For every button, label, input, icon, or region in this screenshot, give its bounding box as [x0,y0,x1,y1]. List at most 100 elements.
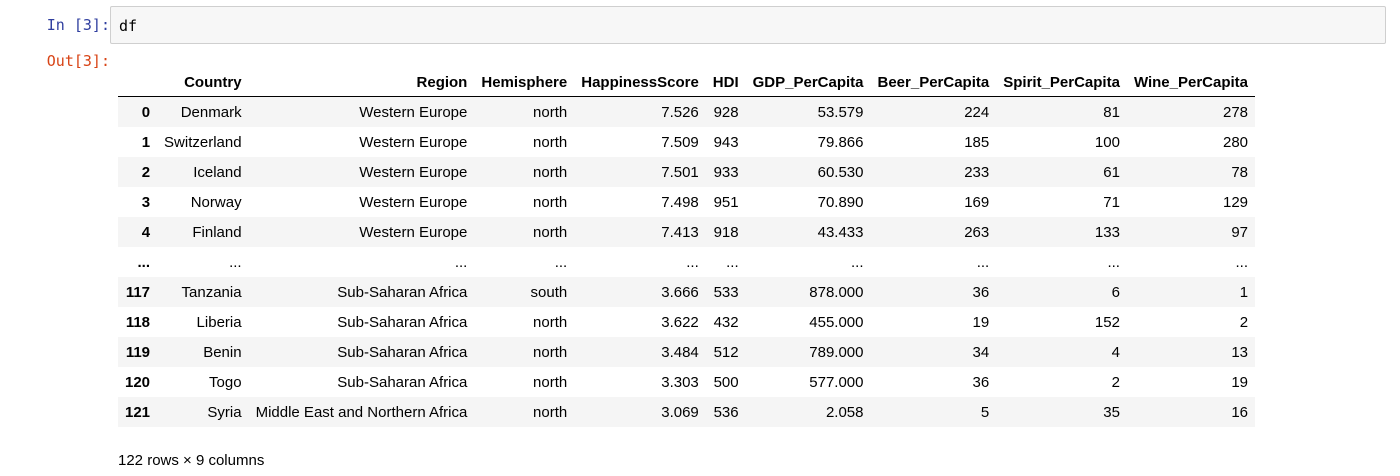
cell-beer-per-capita: 19 [972,313,990,331]
row-index: 121 [125,403,151,421]
cell-beer-per-capita: 5 [980,403,990,421]
row-index: 119 [125,343,151,361]
cell-hemisphere: north [533,373,568,391]
cell-country: Norway [190,193,242,211]
cell-wine-per-capita: 1 [1239,283,1249,301]
cell-spirit-per-capita: 61 [1103,163,1120,181]
cell-wine-per-capita: 13 [1231,343,1249,361]
cell-happiness-score: 3.303 [661,373,699,391]
cell-wine-per-capita: 280 [1223,133,1249,151]
cell-country: Tanzania [181,283,242,301]
column-header-index [118,68,158,97]
cell-wine-per-capita: ... [1235,253,1249,271]
table-row: 118 Liberia Sub-Saharan Africa north 3.622 43… [118,307,1256,337]
cell-spirit-per-capita: 71 [1103,193,1120,211]
cell-spirit-per-capita: 4 [1111,343,1120,361]
cell-spirit-per-capita: 2 [1111,373,1120,391]
cell-happiness-score: 3.069 [661,403,699,421]
cell-beer-per-capita: 224 [964,103,990,121]
cell-happiness-score: 3.484 [661,343,699,361]
table-row: 1 Switzerland Western Europe north 7.509 943 7… [118,127,1256,157]
cell-gdp-per-capita: 43.433 [817,223,864,241]
cell-gdp-per-capita: 455.000 [809,313,864,331]
cell-country: Togo [209,373,242,391]
cell-happiness-score: 3.622 [661,313,699,331]
cell-country: Finland [192,223,242,241]
cell-region: Western Europe [359,133,468,151]
cell-beer-per-capita: 36 [972,283,990,301]
cell-happiness-score: 7.509 [661,133,699,151]
cell-hdi: 536 [713,403,739,421]
cell-region: Western Europe [359,193,468,211]
cell-gdp-per-capita: 60.530 [817,163,864,181]
column-header-region: Region [248,68,475,97]
cell-hdi: 951 [713,193,739,211]
table-row: .............................. [118,247,1256,277]
column-header-beer-per-capita: Beer_PerCapita [870,68,997,97]
cell-region: Middle East and Northern Africa [255,403,468,421]
dataframe-table: Country Region Hemisphere HappinessScore… [118,68,1256,427]
row-index: 0 [141,103,151,121]
cell-hemisphere: south [530,283,568,301]
row-index: 4 [141,223,151,241]
code-cell-input[interactable]: df [110,6,1386,44]
output-prompt: Out[3]: [46,52,110,70]
row-index: 2 [141,163,151,181]
cell-gdp-per-capita: ... [850,253,864,271]
cell-hemisphere: ... [554,253,568,271]
cell-beer-per-capita: 263 [964,223,990,241]
dataframe-shape-text: 122 rows × 9 columns [118,452,265,469]
cell-gdp-per-capita: 70.890 [817,193,864,211]
cell-country: Switzerland [164,133,242,151]
cell-wine-per-capita: 19 [1231,373,1249,391]
cell-country: Denmark [180,103,242,121]
cell-hemisphere: north [533,193,568,211]
cell-region: Sub-Saharan Africa [337,313,468,331]
cell-beer-per-capita: 36 [972,373,990,391]
cell-hdi: 918 [713,223,739,241]
table-row: 117 Tanzania Sub-Saharan Africa south 3.666 5… [118,277,1256,307]
column-header-hdi: HDI [705,68,746,97]
cell-region: Western Europe [359,223,468,241]
cell-spirit-per-capita: 81 [1103,103,1120,121]
cell-wine-per-capita: 97 [1231,223,1249,241]
cell-region: Western Europe [359,163,468,181]
column-header-country: Country [157,68,249,97]
cell-region: Western Europe [359,103,468,121]
cell-happiness-score: 7.413 [661,223,699,241]
cell-hdi: 928 [713,103,739,121]
cell-hdi: 933 [713,163,739,181]
cell-wine-per-capita: 16 [1231,403,1249,421]
cell-hemisphere: north [533,133,568,151]
cell-hdi: 943 [713,133,739,151]
cell-spirit-per-capita: 6 [1111,283,1120,301]
cell-wine-per-capita: 278 [1223,103,1249,121]
cell-country: Syria [207,403,242,421]
cell-happiness-score: 7.526 [661,103,699,121]
cell-gdp-per-capita: 878.000 [809,283,864,301]
row-index: 117 [125,283,151,301]
table-body: 0 Denmark Western Europe north 7.526 928 53.57… [118,96,1256,427]
cell-wine-per-capita: 78 [1231,163,1249,181]
row-index: 120 [125,373,151,391]
table-row: 2 Iceland Western Europe north 7.501 933 60.53… [118,157,1256,187]
table-row: 119 Benin Sub-Saharan Africa north 3.484 512 7… [118,337,1256,367]
cell-region: ... [454,253,468,271]
cell-hdi: 432 [713,313,739,331]
cell-spirit-per-capita: 152 [1094,313,1120,331]
row-index: 1 [141,133,151,151]
cell-gdp-per-capita: 53.579 [817,103,864,121]
table-row: 4 Finland Western Europe north 7.413 918 43.43… [118,217,1256,247]
cell-happiness-score: 7.498 [661,193,699,211]
cell-hemisphere: north [533,103,568,121]
table-header-row: Country Region Hemisphere HappinessScore… [118,68,1256,97]
cell-hemisphere: north [533,223,568,241]
cell-hdi: 512 [713,343,739,361]
cell-region: Sub-Saharan Africa [337,283,468,301]
cell-beer-per-capita: 169 [964,193,990,211]
table-row: 121 Syria Middle East and Northern Africa n… [118,397,1256,427]
cell-beer-per-capita: ... [976,253,990,271]
cell-gdp-per-capita: 789.000 [809,343,864,361]
cell-hemisphere: north [533,163,568,181]
cell-region: Sub-Saharan Africa [337,373,468,391]
